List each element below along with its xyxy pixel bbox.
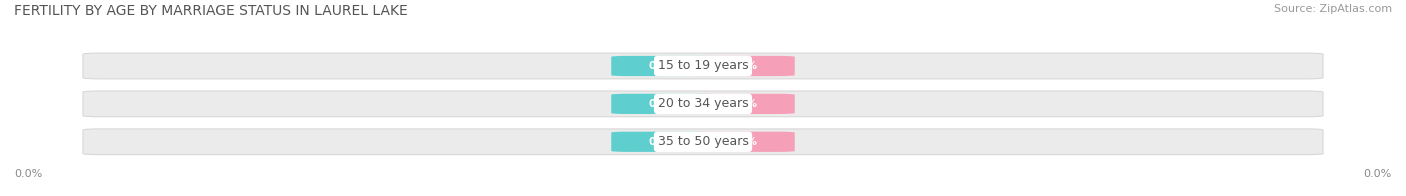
Text: 0.0%: 0.0% xyxy=(14,169,42,179)
FancyBboxPatch shape xyxy=(83,91,1323,117)
Text: 20 to 34 years: 20 to 34 years xyxy=(658,97,748,110)
Text: 0.0%: 0.0% xyxy=(1364,169,1392,179)
Text: 0.0%: 0.0% xyxy=(650,137,678,147)
Text: 35 to 50 years: 35 to 50 years xyxy=(658,135,748,148)
Text: 0.0%: 0.0% xyxy=(650,61,678,71)
Text: 0.0%: 0.0% xyxy=(728,61,756,71)
FancyBboxPatch shape xyxy=(690,132,794,152)
Text: Source: ZipAtlas.com: Source: ZipAtlas.com xyxy=(1274,4,1392,14)
FancyBboxPatch shape xyxy=(612,94,716,114)
Text: FERTILITY BY AGE BY MARRIAGE STATUS IN LAUREL LAKE: FERTILITY BY AGE BY MARRIAGE STATUS IN L… xyxy=(14,4,408,18)
Text: 0.0%: 0.0% xyxy=(650,99,678,109)
FancyBboxPatch shape xyxy=(690,56,794,76)
FancyBboxPatch shape xyxy=(83,129,1323,155)
FancyBboxPatch shape xyxy=(612,56,716,76)
FancyBboxPatch shape xyxy=(612,132,716,152)
FancyBboxPatch shape xyxy=(690,94,794,114)
Text: 15 to 19 years: 15 to 19 years xyxy=(658,60,748,73)
Text: 0.0%: 0.0% xyxy=(728,137,756,147)
FancyBboxPatch shape xyxy=(83,53,1323,79)
Text: 0.0%: 0.0% xyxy=(728,99,756,109)
